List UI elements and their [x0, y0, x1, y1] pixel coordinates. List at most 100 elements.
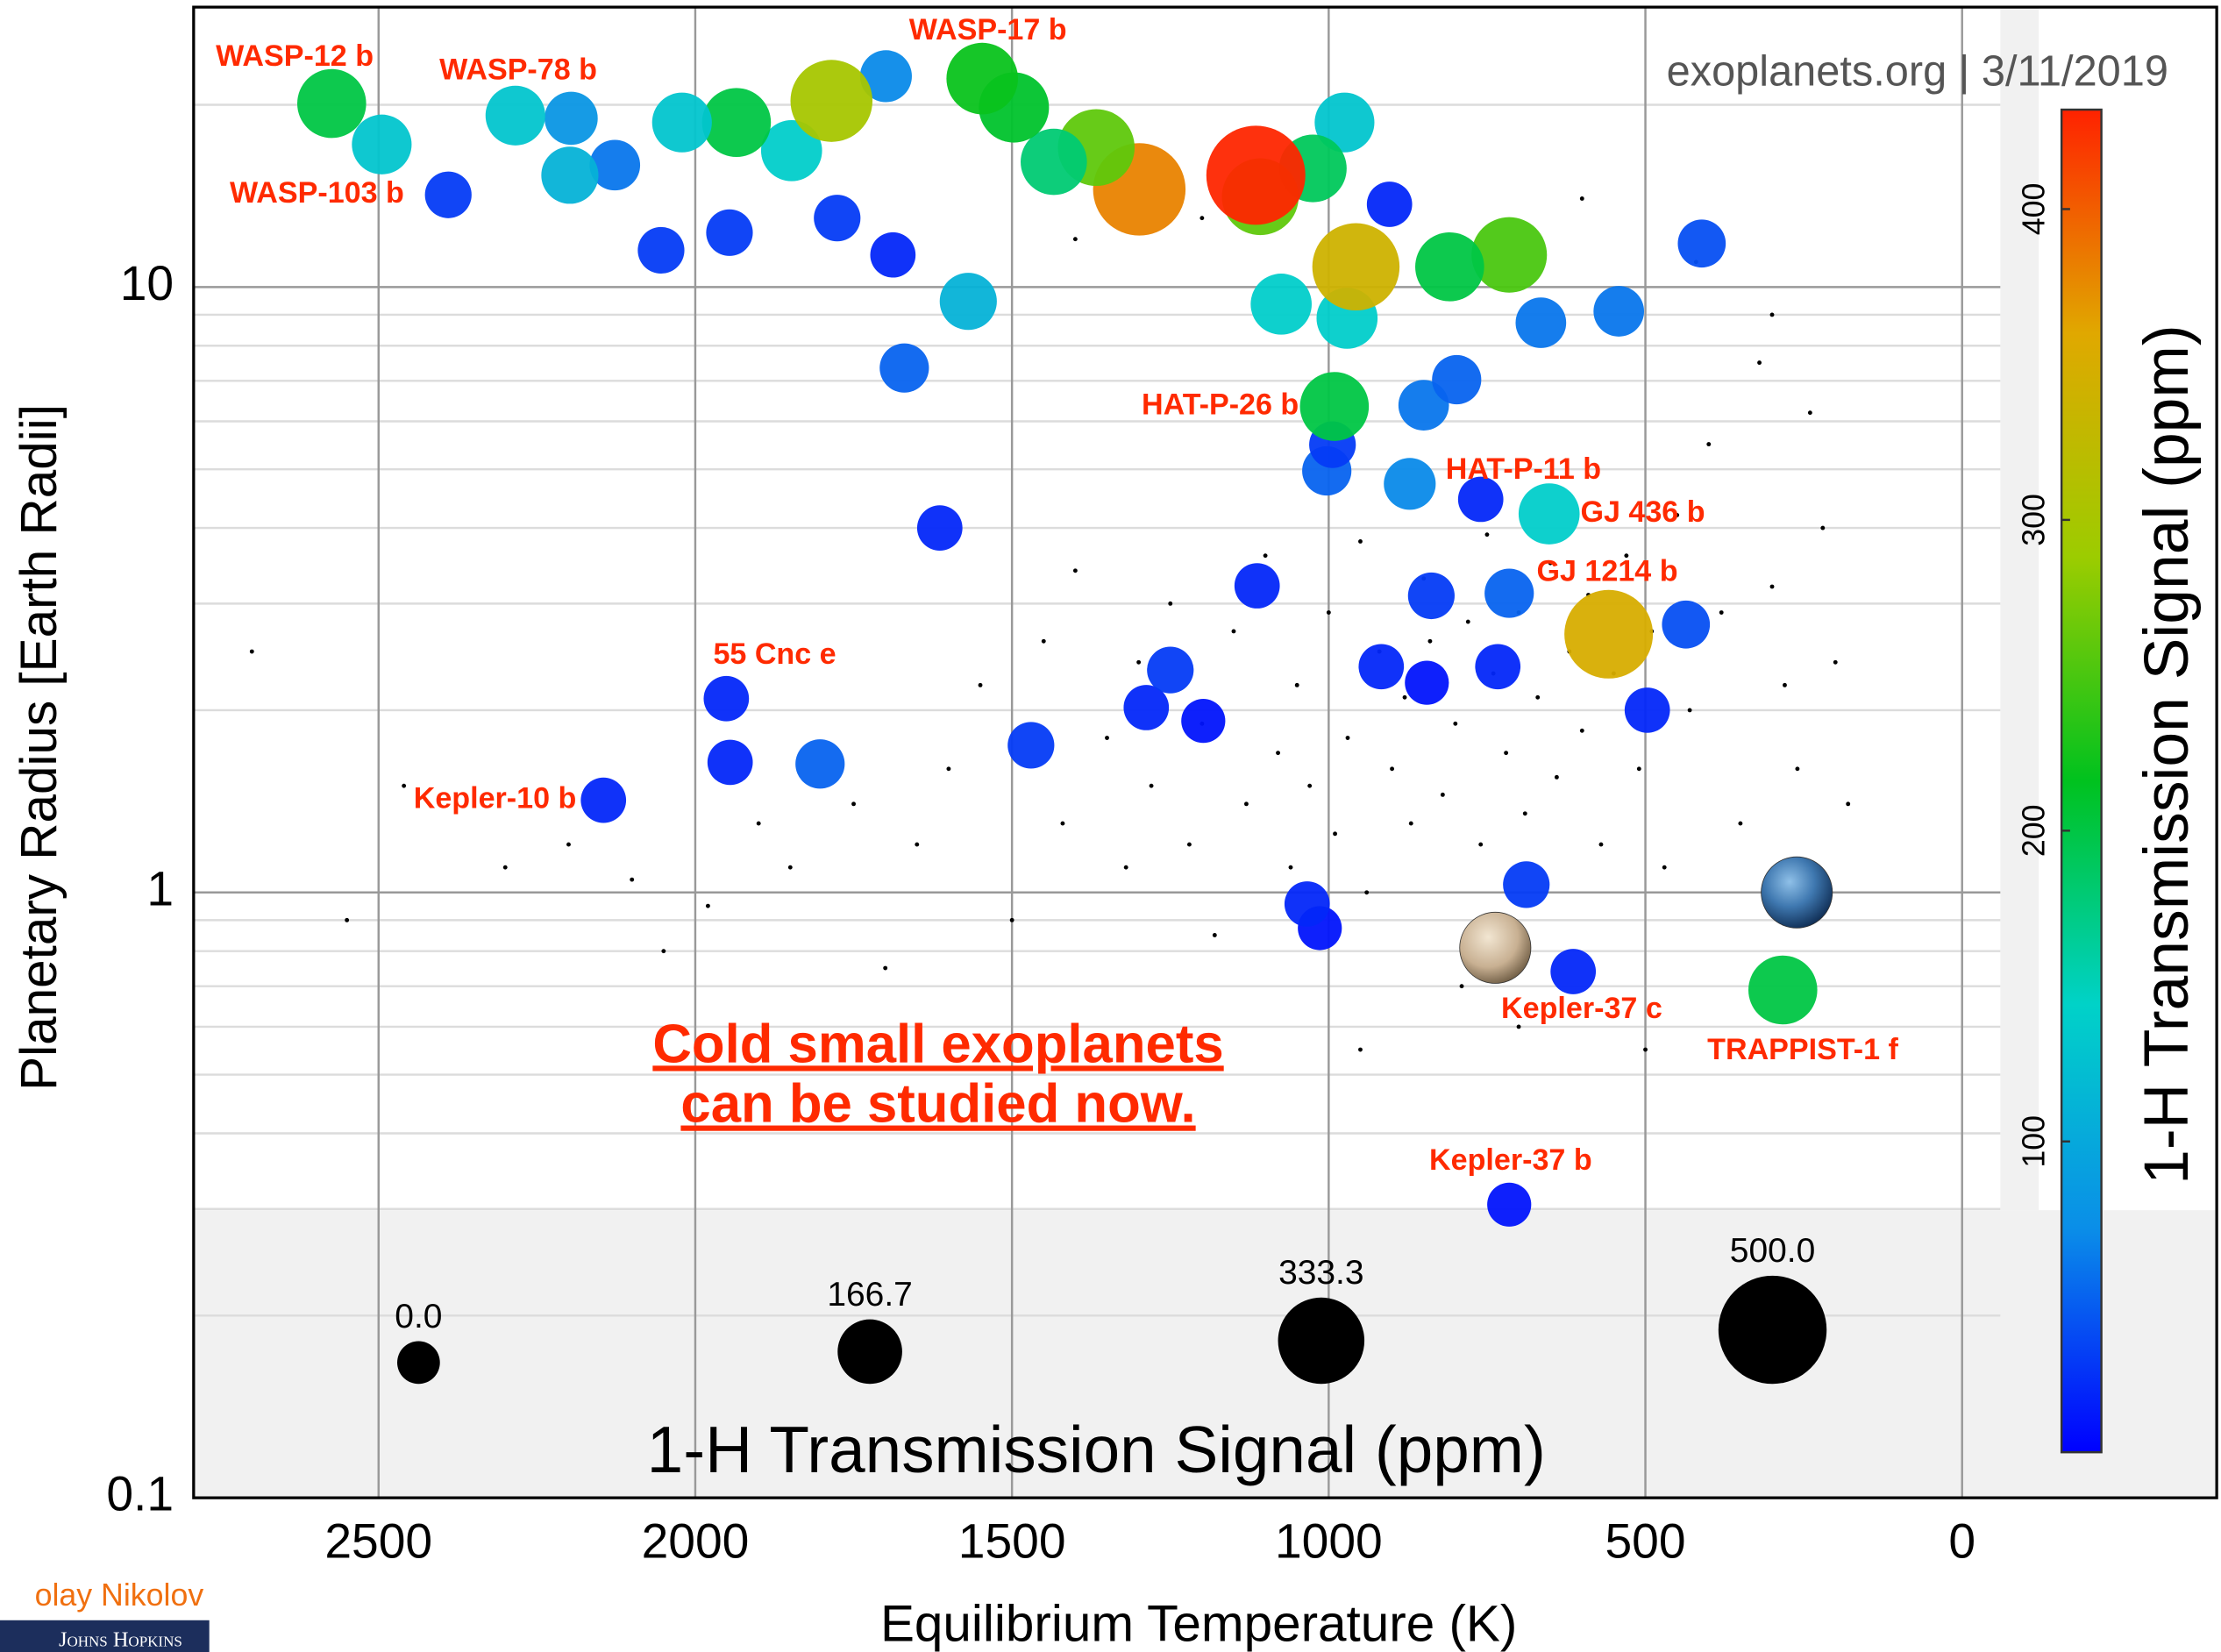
- planet-dot: [1009, 917, 1014, 922]
- planet-dot: [1807, 410, 1812, 416]
- planet-dot: [1123, 865, 1128, 870]
- planet-bubble: [1415, 231, 1484, 302]
- planet-label: WASP-103 b: [230, 176, 404, 210]
- planet-dot: [1719, 610, 1724, 615]
- planet-dot: [1465, 619, 1470, 624]
- planet-dot: [1624, 553, 1629, 559]
- planet-bubble: [916, 505, 963, 551]
- planet-dot: [1263, 553, 1268, 559]
- planet-dot: [1484, 532, 1490, 538]
- planet-bubble: [1593, 286, 1645, 337]
- planet-bubble: [580, 777, 627, 823]
- annotation: Cold small exoplanets: [652, 1014, 1223, 1074]
- planet-label: WASP-17 b: [909, 13, 1067, 46]
- planet-bubble: [651, 92, 712, 153]
- planet-dot: [1149, 783, 1154, 788]
- planet-dot: [1358, 539, 1363, 544]
- planet-bubble: [939, 273, 997, 331]
- planet-label: HAT-P-11 b: [1446, 452, 1601, 486]
- planet-bubble: [1475, 644, 1521, 690]
- x-tick-label: 2500: [324, 1513, 432, 1568]
- size-legend-bubble: [1718, 1275, 1827, 1385]
- y-tick-label: 1: [146, 861, 174, 915]
- planet-dot: [1402, 694, 1407, 700]
- planet-dot: [402, 783, 407, 788]
- planet-label: GJ 1214 b: [1536, 554, 1677, 587]
- planet-bubble: [1407, 572, 1455, 620]
- planet-bubble: [485, 85, 545, 146]
- planet-bubble: [1021, 128, 1087, 196]
- planet-bubble: [1550, 949, 1597, 994]
- planet-dot: [1504, 751, 1509, 756]
- planet-bubble: [1312, 223, 1400, 311]
- planet-dot: [345, 917, 350, 922]
- planet-dot: [1105, 736, 1109, 740]
- planet-bubble: [589, 139, 641, 191]
- planet-dot: [1390, 766, 1395, 772]
- planet-bubble: [1007, 722, 1055, 769]
- reference-planet: [1459, 911, 1532, 984]
- planet-label: TRAPPIST-1 f: [1707, 1033, 1898, 1066]
- colorbar-tick-label: 400: [2016, 183, 2051, 236]
- planet-dot: [1408, 821, 1413, 826]
- planet-bubble: [1147, 646, 1194, 694]
- y-tick-label: 10: [120, 256, 174, 310]
- planet-dot: [1675, 513, 1680, 517]
- planet-bubble: [1432, 354, 1482, 405]
- colorbar-tick-label: 200: [2016, 805, 2051, 858]
- planet-bubble: [1564, 589, 1654, 679]
- planet-dot: [915, 842, 920, 847]
- planet-dot: [756, 821, 761, 826]
- size-legend-title: 1-H Transmission Signal (ppm): [647, 1413, 1546, 1486]
- planet-label: HAT-P-26 b: [1142, 388, 1299, 422]
- planet-dot: [630, 877, 635, 882]
- planet-dot: [249, 649, 254, 654]
- planet-dot: [1738, 821, 1743, 826]
- planet-dot: [1459, 984, 1464, 989]
- x-tick-label: 1000: [1275, 1513, 1383, 1568]
- planet-dot: [1168, 601, 1173, 606]
- planet-dot: [1598, 842, 1604, 847]
- planet-bubble: [1487, 1182, 1532, 1227]
- planet-dot: [978, 682, 983, 687]
- annotation: can be studied now.: [680, 1074, 1195, 1135]
- planet-bubble: [760, 119, 822, 182]
- planet-dot: [851, 801, 856, 807]
- plot-frame: [192, 5, 2218, 1499]
- planet-bubble: [1181, 699, 1226, 744]
- planet-dot: [1041, 638, 1046, 644]
- planet-label: WASP-12 b: [216, 39, 374, 73]
- planet-bubble: [870, 231, 916, 278]
- planet-dot: [661, 949, 666, 954]
- planet-bubble: [1748, 955, 1818, 1025]
- planet-bubble: [701, 88, 772, 157]
- planet-bubble: [795, 739, 845, 789]
- planet-bubble: [707, 739, 753, 786]
- planet-dot: [1833, 659, 1838, 665]
- planet-bubble: [1677, 219, 1726, 268]
- planet-bubble: [1457, 476, 1504, 523]
- planet-label: 55 Cnc e: [713, 637, 836, 671]
- planet-dot: [787, 865, 793, 870]
- planet-dot: [1453, 721, 1458, 726]
- planet-dot: [1199, 216, 1205, 221]
- planet-bubble: [1471, 217, 1548, 293]
- x-tick-label: 500: [1605, 1513, 1685, 1568]
- affiliation: Johns Hopkins: [59, 1628, 182, 1652]
- planet-dot: [1579, 728, 1584, 733]
- planet-dot: [1522, 811, 1527, 816]
- planet-dot: [1072, 237, 1078, 242]
- planet-label: GJ 436 b: [1580, 495, 1705, 529]
- planet-bubble: [706, 209, 753, 256]
- planet-dot: [1795, 766, 1800, 772]
- planet-label: Kepler-37 b: [1429, 1143, 1592, 1177]
- y-tick-label: 0.1: [106, 1467, 174, 1521]
- colorbar-title: 1-H Transmission Signal (ppm): [2132, 324, 2202, 1185]
- planet-dot: [1364, 890, 1370, 895]
- planet-dot: [1783, 682, 1787, 687]
- planet-dot: [1579, 196, 1584, 201]
- x-tick-label: 1500: [958, 1513, 1066, 1568]
- planet-bubble: [1250, 274, 1312, 335]
